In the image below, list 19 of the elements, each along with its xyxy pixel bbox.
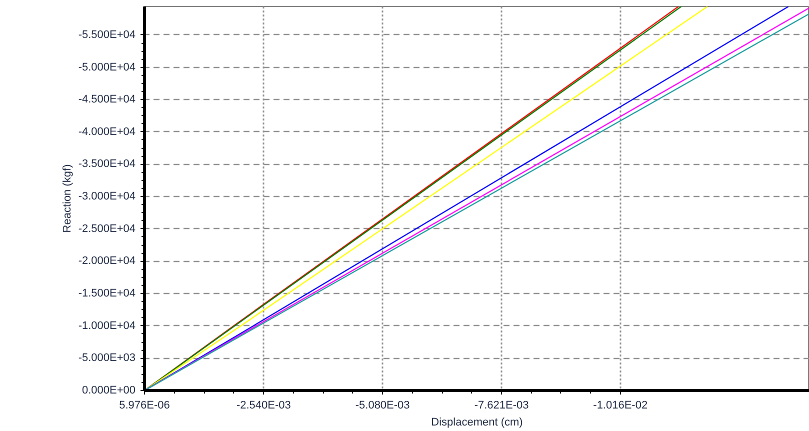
- y-tick-label: -4.500E+04: [78, 94, 136, 106]
- x-tick-label: -2.540E-03: [236, 400, 291, 412]
- x-tick-label: 5.976E-06: [119, 400, 170, 412]
- y-tick-label: -2.000E+04: [78, 255, 136, 268]
- y-tick-label: -1.000E+04: [78, 320, 136, 332]
- y-tick-label: -3.000E+04: [78, 190, 136, 203]
- x-tick-label: -1.016E-02: [593, 400, 648, 412]
- y-tick-label: -4.000E+04: [78, 126, 136, 138]
- y-tick-label: -5.000E+04: [78, 61, 136, 74]
- y-tick-label: 0.000E+00: [82, 384, 136, 396]
- y-tick-label: -5.000E+03: [78, 352, 136, 364]
- y-tick-label: -2.500E+04: [78, 222, 136, 235]
- x-axis-title: Displacement (cm): [431, 416, 523, 428]
- y-axis-title: Reaction (kgf): [61, 164, 74, 233]
- y-tick-label: -5.500E+04: [78, 28, 136, 41]
- y-tick-label: -1.500E+04: [78, 288, 136, 300]
- y-tick-label: -3.500E+04: [78, 158, 136, 170]
- x-tick-label: -7.621E-03: [474, 400, 529, 412]
- x-tick-label: -5.080E-03: [355, 400, 410, 412]
